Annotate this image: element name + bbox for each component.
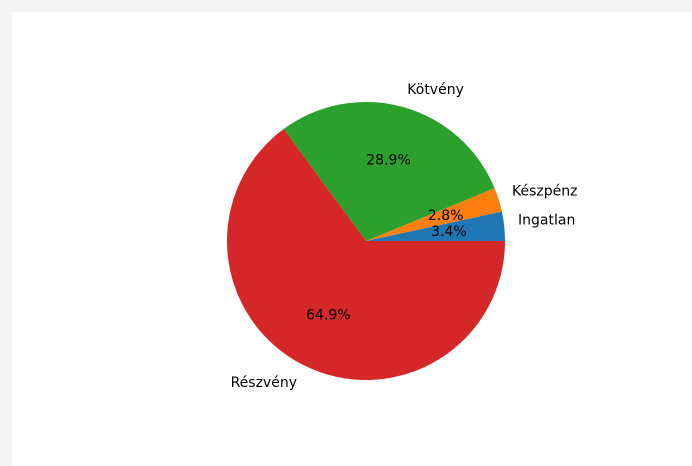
pct-label-ingatlan: 3.4% (431, 224, 467, 240)
pie-chart: Ingatlan 3.4% Készpénz 2.8% Kötvény 28.9% Rész… (12, 12, 692, 466)
pct-label-részvény: 64.9% (306, 307, 350, 323)
pie-slices (227, 102, 505, 380)
pct-label-kötvény: 28.9% (366, 153, 410, 169)
slice-label-részvény: Részvény (231, 375, 297, 391)
figure-panel: Ingatlan 3.4% Készpénz 2.8% Kötvény 28.9% Rész… (12, 12, 692, 466)
slice-label-kötvény: Kötvény (407, 82, 464, 98)
pct-label-készpénz: 2.8% (428, 208, 464, 224)
slice-label-ingatlan: Ingatlan (518, 213, 575, 229)
slice-label-készpénz: Készpénz (512, 184, 577, 200)
